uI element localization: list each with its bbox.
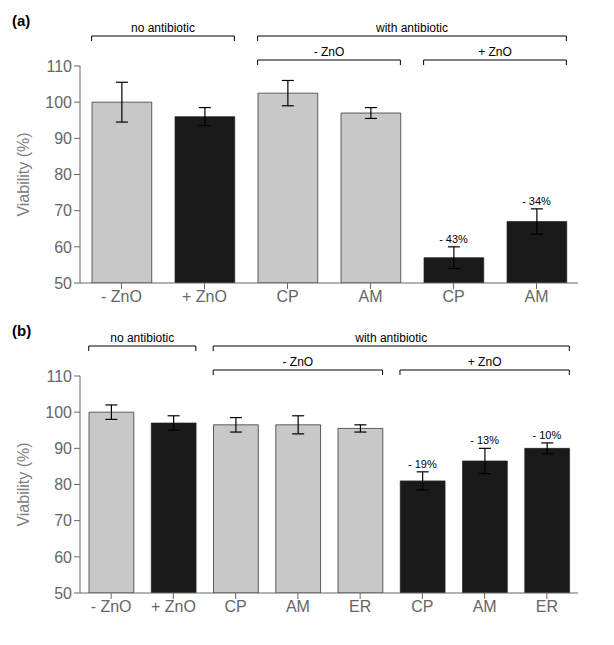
svg-text:- ZnO: - ZnO: [101, 288, 142, 305]
svg-text:- 43%: - 43%: [439, 233, 468, 245]
svg-text:AM: AM: [525, 288, 549, 305]
svg-text:90: 90: [54, 130, 72, 147]
svg-text:- ZnO: - ZnO: [91, 598, 132, 615]
svg-text:ER: ER: [349, 598, 371, 615]
svg-text:- 19%: - 19%: [408, 458, 437, 470]
svg-text:ER: ER: [536, 598, 558, 615]
svg-text:50: 50: [54, 275, 72, 292]
svg-text:no antibiotic: no antibiotic: [110, 331, 174, 345]
svg-text:- ZnO: - ZnO: [314, 45, 345, 59]
svg-text:100: 100: [45, 404, 72, 421]
svg-text:+ ZnO: + ZnO: [182, 288, 227, 305]
svg-text:50: 50: [54, 585, 72, 602]
svg-text:CP: CP: [276, 288, 298, 305]
svg-text:60: 60: [54, 549, 72, 566]
svg-text:+ ZnO: + ZnO: [151, 598, 196, 615]
svg-text:- 34%: - 34%: [522, 195, 551, 207]
svg-text:110: 110: [46, 58, 72, 75]
svg-text:- 13%: - 13%: [470, 434, 499, 446]
svg-text:- 10%: - 10%: [533, 429, 562, 441]
svg-text:Viability (%): Viability (%): [15, 442, 32, 526]
svg-text:CP: CP: [225, 598, 247, 615]
svg-text:(a): (a): [12, 12, 30, 29]
svg-text:with antibiotic: with antibiotic: [354, 331, 427, 345]
svg-text:(b): (b): [12, 322, 31, 339]
svg-text:+ ZnO: + ZnO: [478, 45, 512, 59]
svg-text:AM: AM: [473, 598, 497, 615]
svg-text:no antibiotic: no antibiotic: [131, 21, 195, 35]
svg-text:100: 100: [45, 94, 72, 111]
svg-text:- ZnO: - ZnO: [283, 355, 314, 369]
svg-text:CP: CP: [411, 598, 433, 615]
svg-text:Viability (%): Viability (%): [15, 132, 32, 216]
svg-text:80: 80: [54, 166, 72, 183]
svg-text:CP: CP: [442, 288, 464, 305]
svg-text:with antibiotic: with antibiotic: [375, 21, 448, 35]
svg-text:+ ZnO: + ZnO: [468, 355, 502, 369]
svg-text:90: 90: [54, 440, 72, 457]
svg-text:70: 70: [54, 202, 72, 219]
svg-text:AM: AM: [359, 288, 383, 305]
svg-text:70: 70: [54, 512, 72, 529]
svg-text:80: 80: [54, 476, 72, 493]
svg-text:AM: AM: [286, 598, 310, 615]
svg-text:60: 60: [54, 239, 72, 256]
svg-text:110: 110: [46, 368, 72, 385]
